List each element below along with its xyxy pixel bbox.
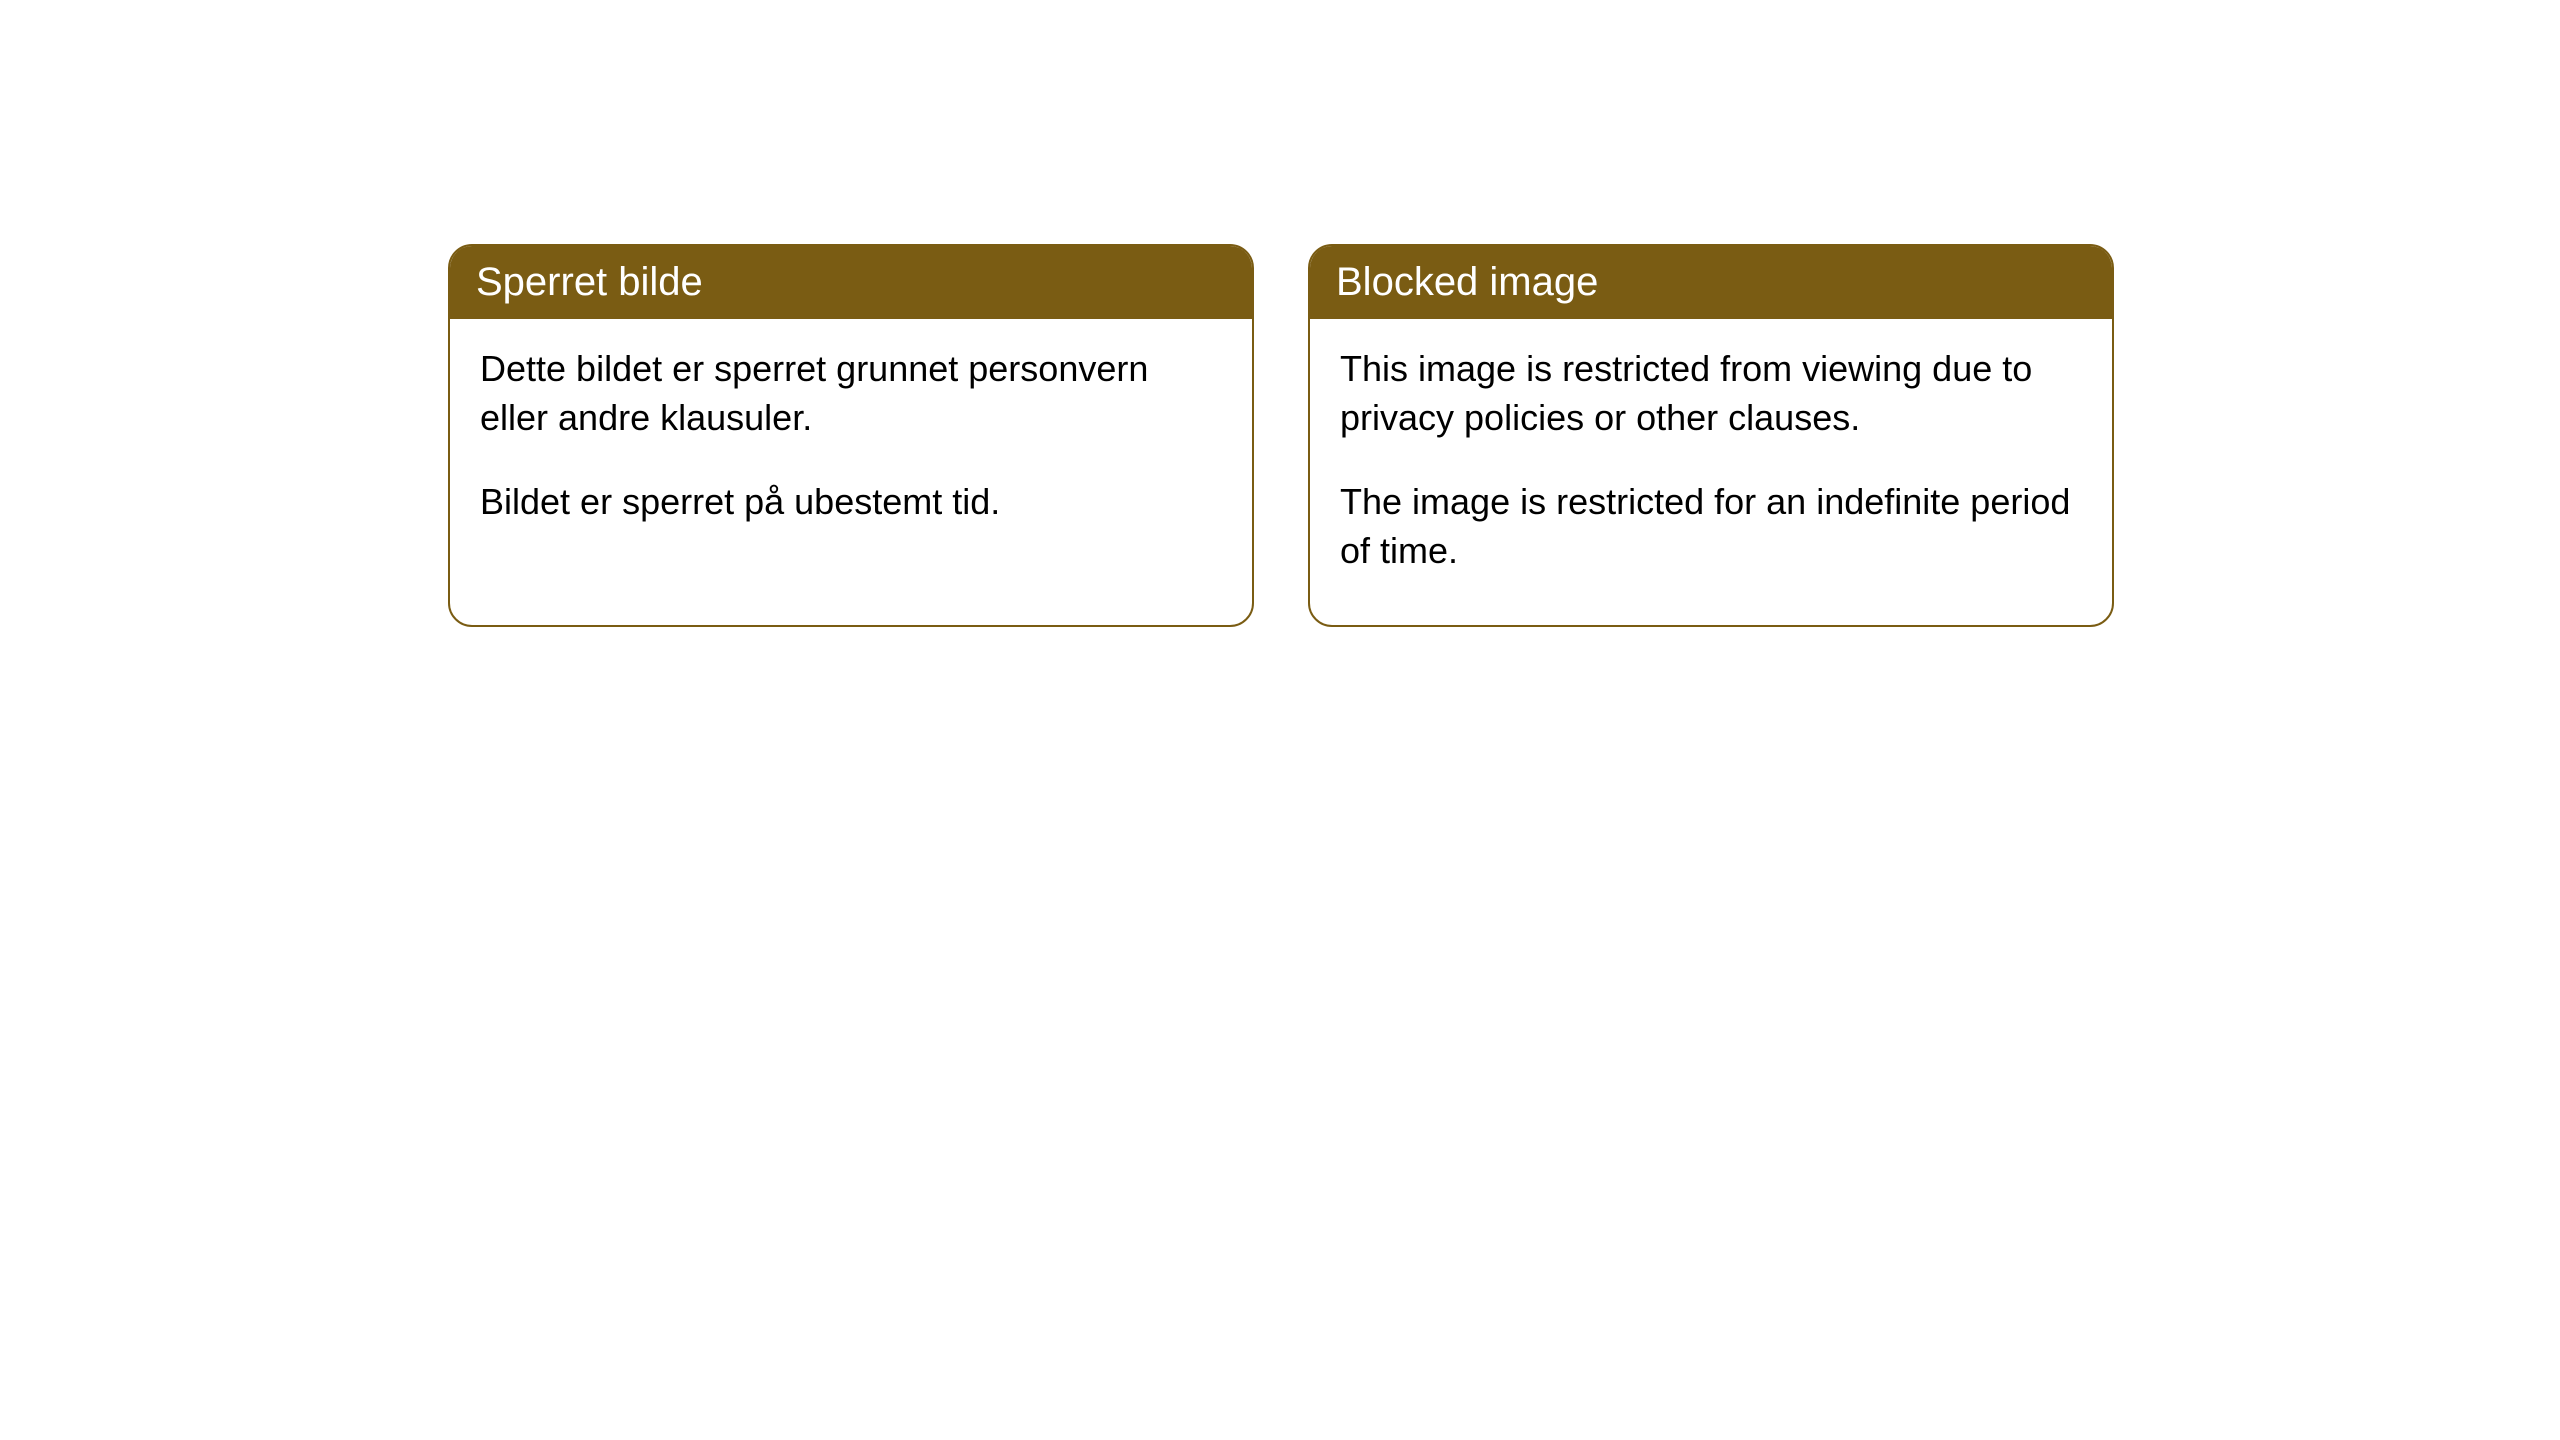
card-body: This image is restricted from viewing du… (1310, 319, 2112, 625)
card-body: Dette bildet er sperret grunnet personve… (450, 319, 1252, 577)
notice-card-norwegian: Sperret bilde Dette bildet er sperret gr… (448, 244, 1254, 627)
card-title: Blocked image (1336, 260, 1598, 304)
notice-cards-container: Sperret bilde Dette bildet er sperret gr… (448, 244, 2114, 627)
card-paragraph: Bildet er sperret på ubestemt tid. (480, 478, 1222, 527)
notice-card-english: Blocked image This image is restricted f… (1308, 244, 2114, 627)
card-title: Sperret bilde (476, 260, 703, 304)
card-paragraph: This image is restricted from viewing du… (1340, 345, 2082, 442)
card-paragraph: The image is restricted for an indefinit… (1340, 478, 2082, 575)
card-header: Blocked image (1310, 246, 2112, 319)
card-header: Sperret bilde (450, 246, 1252, 319)
card-paragraph: Dette bildet er sperret grunnet personve… (480, 345, 1222, 442)
